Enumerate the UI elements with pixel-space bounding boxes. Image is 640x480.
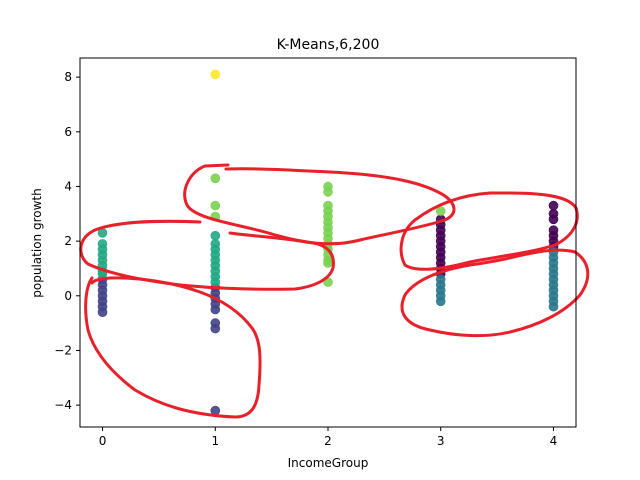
data-point bbox=[97, 307, 108, 318]
annotation-ellipse-5 bbox=[400, 248, 590, 338]
data-point bbox=[548, 200, 559, 211]
y-tick-label: 0 bbox=[64, 289, 72, 303]
data-point bbox=[210, 173, 221, 184]
data-point bbox=[210, 200, 221, 211]
x-tick-label: 1 bbox=[211, 434, 219, 448]
x-tick-label: 0 bbox=[99, 434, 107, 448]
data-point bbox=[210, 304, 221, 315]
annotation-ellipse-3 bbox=[84, 276, 262, 419]
y-tick-label: 8 bbox=[64, 70, 72, 84]
annotation-ellipse-4 bbox=[399, 191, 579, 271]
data-point bbox=[210, 69, 221, 80]
y-axis-label: population growth bbox=[30, 188, 44, 297]
data-point bbox=[323, 187, 333, 197]
data-point bbox=[435, 296, 446, 307]
x-tick-label: 3 bbox=[437, 434, 445, 448]
data-point bbox=[435, 206, 446, 216]
y-tick-label: −2 bbox=[54, 343, 72, 357]
points-layer bbox=[97, 69, 559, 416]
data-point bbox=[548, 209, 559, 219]
data-point bbox=[210, 230, 221, 241]
data-point bbox=[323, 258, 333, 268]
x-tick-label: 2 bbox=[324, 434, 332, 448]
x-tick-label: 4 bbox=[550, 434, 558, 448]
x-axis-label: IncomeGroup bbox=[288, 456, 369, 470]
chart-title: K-Means,6,200 bbox=[277, 37, 380, 53]
hand-drawn-annotations bbox=[79, 163, 590, 419]
data-point bbox=[210, 277, 221, 287]
y-tick-label: 2 bbox=[64, 234, 72, 248]
annotation-ellipse-1 bbox=[183, 163, 456, 246]
data-point bbox=[548, 301, 559, 312]
y-axis: −4 −2 0 2 4 6 8 bbox=[54, 70, 80, 412]
y-tick-label: 4 bbox=[64, 179, 72, 193]
y-tick-label: 6 bbox=[64, 125, 72, 139]
x-axis: 0 1 2 3 4 bbox=[99, 427, 558, 448]
y-tick-label: −4 bbox=[54, 398, 72, 412]
data-point bbox=[210, 323, 221, 334]
annotation-ellipse-2 bbox=[79, 219, 335, 291]
